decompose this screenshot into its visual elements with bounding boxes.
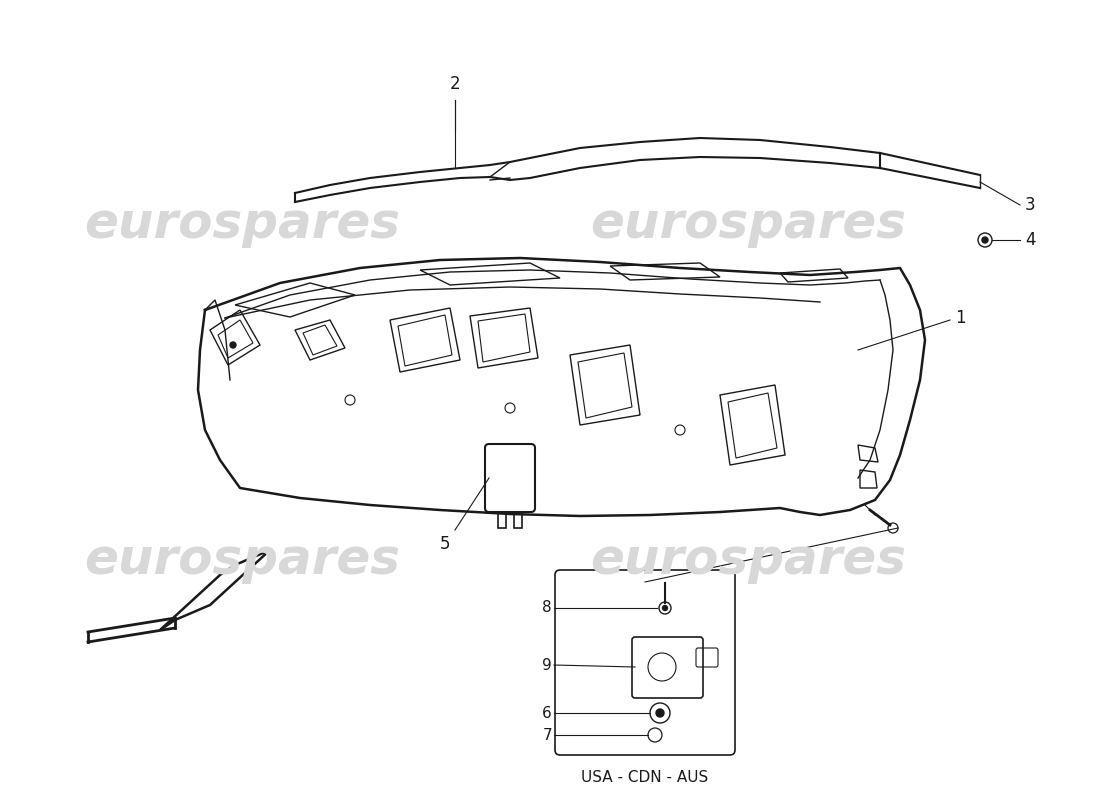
- Circle shape: [656, 709, 664, 717]
- Text: 4: 4: [1025, 231, 1035, 249]
- Text: 2: 2: [450, 75, 460, 93]
- Circle shape: [982, 237, 988, 243]
- Text: eurospares: eurospares: [590, 200, 906, 248]
- Text: 9: 9: [542, 658, 552, 673]
- Bar: [498, 512, 506, 528]
- Circle shape: [662, 606, 668, 610]
- Bar: [514, 512, 522, 528]
- Text: 7: 7: [542, 727, 552, 742]
- Text: USA - CDN - AUS: USA - CDN - AUS: [582, 770, 708, 785]
- Text: eurospares: eurospares: [84, 200, 400, 248]
- Text: 6: 6: [542, 706, 552, 721]
- Text: eurospares: eurospares: [84, 536, 400, 584]
- Text: 8: 8: [542, 601, 552, 615]
- Text: 3: 3: [1025, 196, 1035, 214]
- Text: eurospares: eurospares: [590, 536, 906, 584]
- Text: 5: 5: [440, 535, 450, 553]
- Circle shape: [230, 342, 236, 348]
- Text: 1: 1: [955, 309, 966, 327]
